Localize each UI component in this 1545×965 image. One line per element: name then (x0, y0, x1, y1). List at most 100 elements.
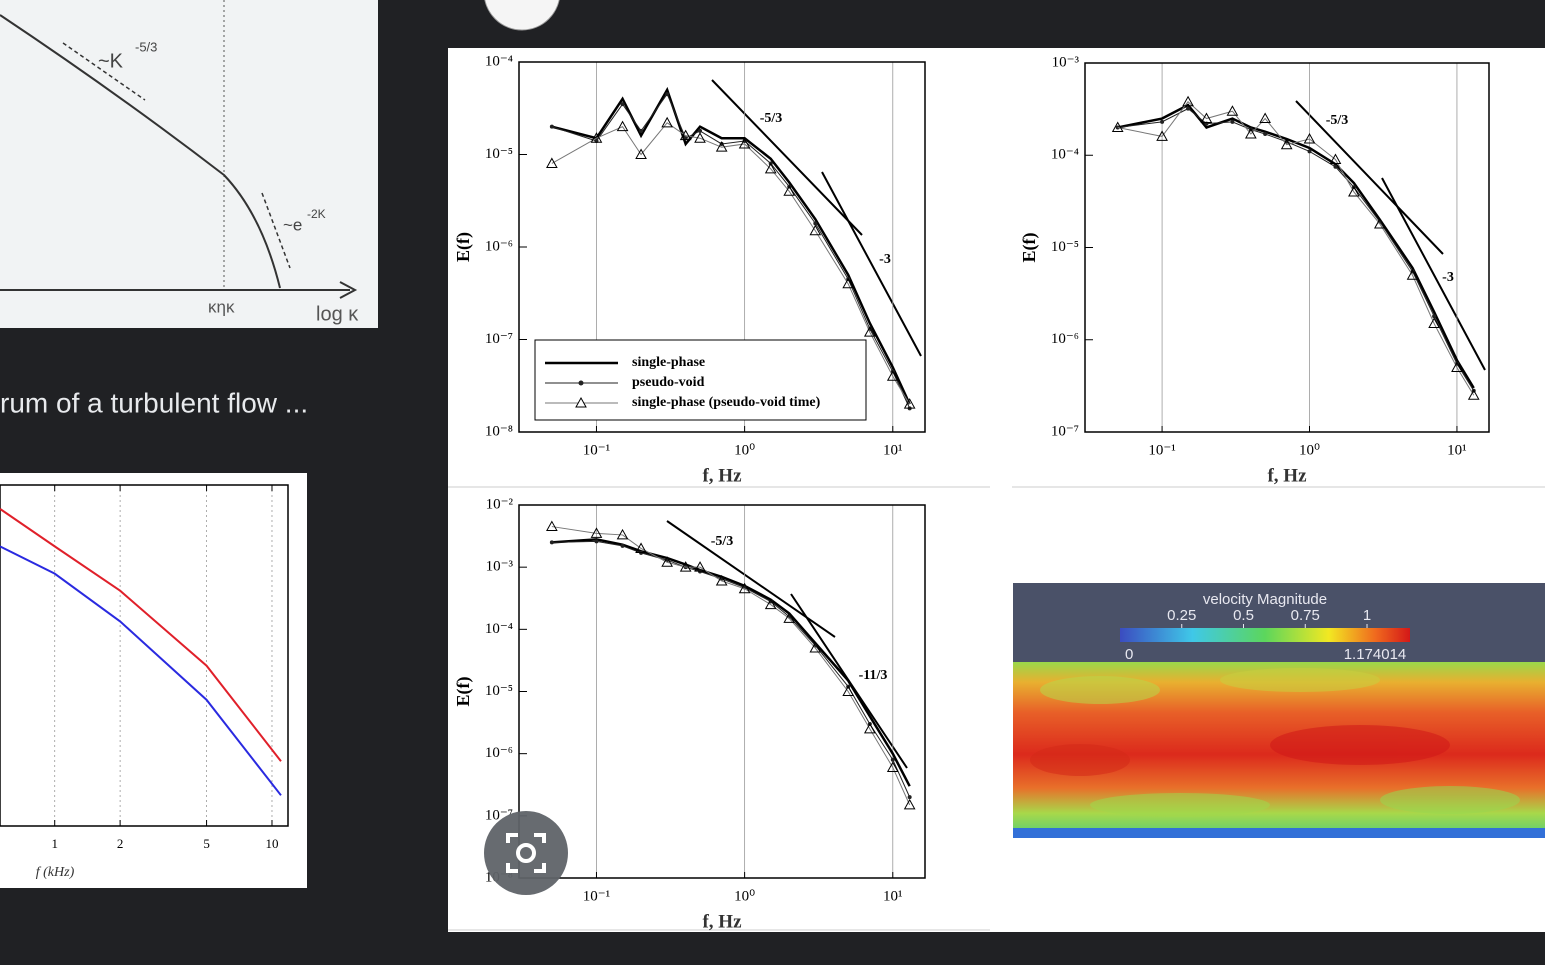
marker (715, 574, 728, 586)
marker (890, 757, 895, 762)
field-texture (1030, 668, 1520, 817)
annotation: -5/3 (760, 111, 783, 126)
colorbar-ticks: 0.25 0.5 0.75 1 0 1.174014 (1125, 607, 1406, 663)
caption[interactable]: rum of a turbulent flow ... (0, 387, 308, 418)
x-axis-label: f, Hz (702, 911, 742, 932)
marker (594, 539, 599, 544)
label: -2K (307, 207, 326, 221)
x-tick-label: 10⁻¹ (1148, 442, 1175, 458)
marker (738, 582, 751, 594)
series-line (1117, 108, 1475, 392)
marker (842, 685, 855, 696)
marker (590, 527, 603, 538)
marker (886, 761, 899, 772)
marker (549, 540, 554, 545)
colorbar (1120, 628, 1410, 642)
colorbar-background (1013, 583, 1545, 663)
label: ~K (98, 50, 124, 72)
marker (698, 128, 703, 133)
marker (809, 642, 822, 653)
marker (1406, 269, 1419, 280)
x-axis-label: f, Hz (702, 465, 742, 486)
annotation: -5/3 (711, 534, 734, 549)
x-tick-label: 1 (51, 836, 58, 851)
marker (1348, 185, 1360, 197)
y-tick-label: 10⁻⁵ (485, 146, 513, 162)
lens-button[interactable] (484, 811, 568, 895)
x-tick-label: 10⁰ (1299, 442, 1320, 458)
image-card[interactable] (0, 473, 307, 888)
marker (1186, 106, 1191, 111)
marker (764, 598, 777, 610)
marker (1329, 153, 1342, 164)
legend-swatch (575, 396, 587, 408)
colorbar-tick-label: 0.75 (1291, 607, 1320, 624)
x-tick-label: 10¹ (883, 442, 903, 458)
marker (1263, 131, 1268, 136)
marker (1160, 119, 1165, 124)
lens-icon (516, 843, 536, 863)
series-line (1117, 101, 1475, 396)
y-tick-label: 10⁻⁶ (485, 238, 513, 254)
marker (1259, 112, 1271, 124)
marker (783, 185, 796, 196)
annotation: -5/3 (1326, 113, 1349, 128)
y-tick-label: 10⁻⁴ (485, 621, 513, 637)
marker (616, 528, 629, 540)
plot-frame (0, 484, 289, 827)
colorbar-title: velocity Magnitude (1203, 591, 1327, 608)
x-axis-label: f (kHz) (36, 865, 75, 880)
marker (1307, 149, 1312, 154)
slope-line (62, 42, 146, 101)
slope-lines (666, 79, 1486, 769)
series-line (551, 540, 911, 798)
marker (679, 129, 692, 141)
annotation: -3 (879, 252, 891, 267)
marker (863, 326, 876, 337)
image-card[interactable] (0, 0, 378, 328)
marker (1374, 217, 1386, 229)
x-tick-label: 10⁻¹ (583, 442, 610, 458)
avatar[interactable] (484, 0, 560, 31)
marker (620, 543, 625, 548)
marker (863, 722, 876, 734)
marker (809, 224, 822, 236)
marker (907, 795, 912, 800)
marker (546, 157, 558, 168)
marker (635, 542, 647, 553)
marker (715, 141, 728, 152)
y-tick-label: 10⁻⁶ (1051, 331, 1079, 347)
y-tick-label: 10⁻⁵ (485, 683, 513, 699)
label: κηκ (208, 297, 235, 316)
marker (1451, 361, 1463, 373)
marker (842, 277, 855, 289)
marker (1230, 119, 1235, 124)
colorbar-range-label: 1.174014 (1344, 646, 1407, 663)
colorbar-tick-label: 0.25 (1167, 607, 1196, 624)
series-line (0, 508, 282, 762)
series-line (551, 93, 911, 409)
x-tick-label: 10¹ (1447, 442, 1467, 458)
x-tick-label: 10⁰ (734, 888, 755, 904)
y-tick-label: 10⁻⁴ (1051, 147, 1079, 163)
x-tick-label: 10⁰ (734, 442, 755, 458)
legend-label: pseudo-void (632, 375, 705, 390)
plot-frame (518, 61, 926, 433)
x-tick-label: 2 (117, 836, 124, 851)
y-tick-label: 10⁻³ (486, 559, 514, 575)
marker (1428, 317, 1440, 329)
slope-line (261, 192, 291, 269)
marker (1244, 127, 1257, 139)
axis (0, 281, 358, 299)
colorbar-tick-label: 0.5 (1233, 607, 1254, 624)
marker (1111, 121, 1124, 132)
x-tick-label: 10 (265, 836, 278, 851)
y-tick-label: 10⁻⁶ (485, 745, 513, 761)
marker (783, 612, 796, 623)
y-tick-label: 10⁻⁷ (485, 331, 513, 347)
marker (903, 398, 916, 409)
marker (1280, 138, 1293, 150)
marker (694, 561, 706, 572)
colorbar-tick-label: 1 (1363, 607, 1371, 624)
